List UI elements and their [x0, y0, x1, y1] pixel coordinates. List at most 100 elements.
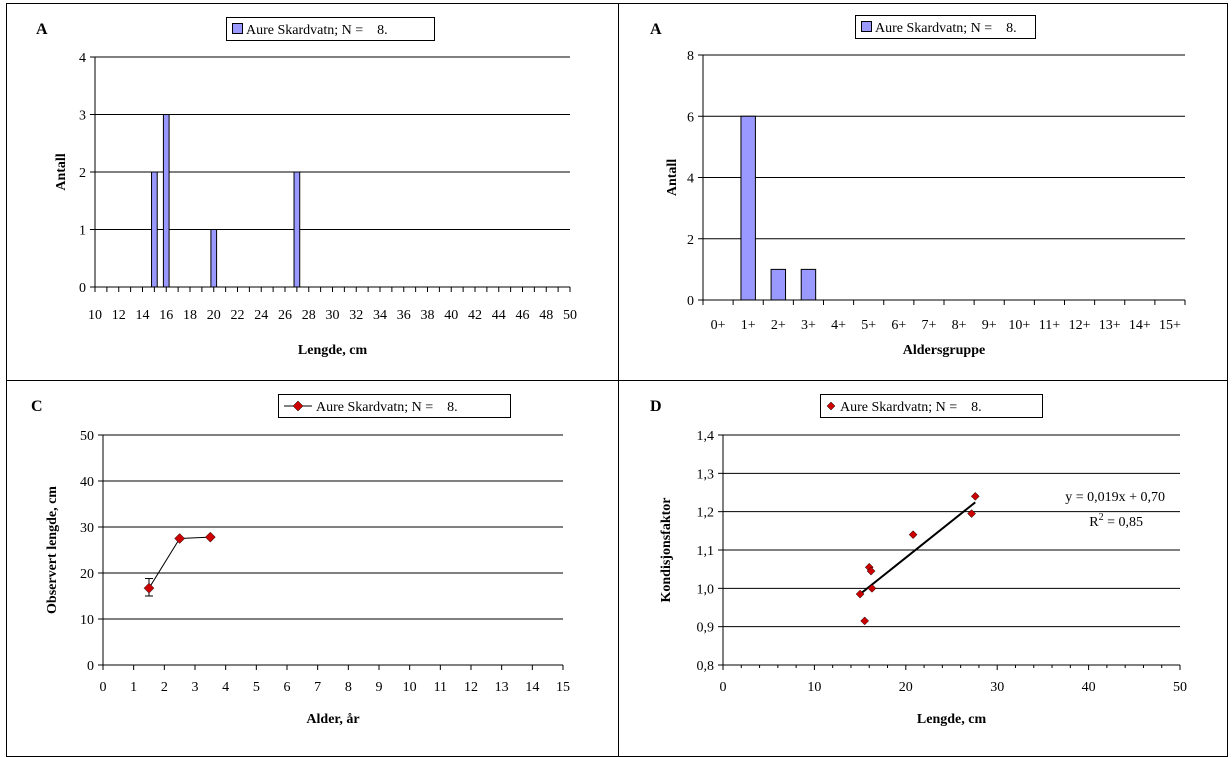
series — [143, 531, 216, 597]
y-tick-label: 6 — [687, 110, 694, 125]
x-tick-label: 36 — [397, 308, 411, 323]
x-tick-label: 0 — [720, 680, 727, 695]
x-tick-label: 2 — [161, 680, 168, 695]
bar — [162, 114, 170, 288]
legend-label: Aure Skardvatn; N = 8. — [840, 400, 982, 415]
x-tick-label: 10+ — [1008, 318, 1030, 333]
x-tick-label: 4 — [222, 680, 229, 695]
panel-label: C — [31, 398, 43, 415]
bar — [740, 115, 756, 301]
y-tick-label: 40 — [80, 475, 94, 490]
x-tick-label: 10 — [88, 308, 102, 323]
y-tick-label: 0,9 — [697, 621, 715, 636]
data-point — [860, 616, 870, 626]
x-tick-label: 10 — [807, 680, 821, 695]
x-tick-label: 28 — [302, 308, 316, 323]
y-tick-label: 3 — [79, 109, 86, 124]
legend-label: Aure Skardvatn; N = 8. — [316, 400, 458, 415]
y-tick-label: 0 — [687, 294, 694, 309]
y-tick-label: 2 — [79, 166, 86, 181]
x-tick-label: 34 — [373, 308, 387, 323]
legend: Aure Skardvatn; N = 8. — [226, 17, 435, 41]
x-tick-label: 7+ — [921, 318, 936, 333]
y-tick-label: 1 — [79, 224, 86, 239]
x-tick-label: 1+ — [741, 318, 756, 333]
legend-label: Aure Skardvatn; N = 8. — [246, 23, 388, 38]
x-tick-label: 14 — [525, 680, 539, 695]
legend: Aure Skardvatn; N = 8. — [820, 394, 1043, 418]
x-axis: 0+ 1+ 2+ 3+ 4+ 5+ 6+ 7+ 8+ 9+ 10+ 11+ 12+ 13+ 14+ 15+ — [702, 299, 1186, 333]
x-tick-label: 14+ — [1129, 318, 1151, 333]
bar — [770, 268, 787, 301]
legend-marker — [826, 401, 836, 411]
panel-label: A — [650, 21, 662, 38]
x-tick-label: 3 — [192, 680, 199, 695]
legend-label: Aure Skardvatn; N = 8. — [875, 21, 1017, 36]
series-line — [148, 536, 211, 589]
x-tick-label: 8 — [345, 680, 352, 695]
x-tick-label: 40 — [1082, 680, 1096, 695]
x-axis-title: Aldersgruppe — [903, 343, 985, 358]
panel-condition-factor: D Aure Skardvatn; N = 8. 0,8 0,9 1,0 1,1 1,2 1,… — [650, 394, 1187, 727]
y-axis: 0 10 20 30 40 50 — [80, 429, 563, 674]
x-tick-label: 24 — [254, 308, 268, 323]
y-tick-label: 20 — [80, 567, 94, 582]
x-tick-label: 12+ — [1069, 318, 1091, 333]
y-tick-label: 1,1 — [697, 544, 715, 559]
x-tick-label: 16 — [159, 308, 173, 323]
x-tick-label: 22 — [231, 308, 245, 323]
x-tick-label: 30 — [990, 680, 1004, 695]
legend-swatch — [232, 23, 243, 34]
y-axis: 0 1 2 3 4 — [79, 51, 570, 296]
x-axis-title: Lengde, cm — [298, 343, 368, 358]
x-tick-label: 2+ — [771, 318, 786, 333]
y-tick-label: 0,8 — [697, 659, 715, 674]
x-tick-label: 40 — [444, 308, 458, 323]
x-tick-label: 13+ — [1099, 318, 1121, 333]
x-tick-label: 20 — [207, 308, 221, 323]
legend-box — [820, 394, 1043, 418]
y-axis-title: Antall — [54, 153, 69, 190]
data-point — [143, 582, 155, 594]
bar — [151, 171, 158, 288]
x-tick-label: 20 — [899, 680, 913, 695]
y-axis-title: Antall — [665, 159, 680, 196]
x-tick-label: 5+ — [861, 318, 876, 333]
x-axis-title: Lengde, cm — [917, 712, 987, 727]
y-tick-label: 8 — [687, 49, 694, 64]
x-tick-label: 18 — [183, 308, 197, 323]
x-tick-label: 0+ — [711, 318, 726, 333]
y-tick-label: 2 — [687, 233, 694, 248]
bar — [210, 229, 218, 288]
y-tick-label: 0 — [87, 659, 94, 674]
x-tick-label: 11 — [434, 680, 447, 695]
regression-annotation: y = 0,019x + 0,70 R2 = 0,85 — [1065, 490, 1165, 530]
x-tick-label: 6+ — [891, 318, 906, 333]
y-tick-label: 4 — [79, 51, 86, 66]
legend: Aure Skardvatn; N = 8. — [278, 394, 511, 418]
x-axis: 10 12 14 16 18 20 22 24 26 28 30 32 34 36 38 40 42 44 46 48… — [88, 286, 577, 323]
series — [855, 491, 980, 626]
y-tick-label: 1,3 — [697, 467, 715, 482]
y-axis-title: Observert lengde, cm — [45, 486, 60, 614]
legend-box — [855, 15, 1036, 39]
x-tick-label: 42 — [468, 308, 482, 323]
panel-label: A — [36, 21, 48, 38]
x-tick-label: 4+ — [831, 318, 846, 333]
x-tick-label: 6 — [284, 680, 291, 695]
y-axis-title: Kondisjonsfaktor — [659, 497, 674, 602]
x-axis-title: Alder, år — [306, 712, 359, 727]
legend-swatch — [861, 21, 872, 32]
x-tick-label: 15 — [556, 680, 570, 695]
y-tick-label: 50 — [80, 429, 94, 444]
y-axis: 0,8 0,9 1,0 1,1 1,2 1,3 1,4 — [697, 429, 1180, 674]
bars — [740, 115, 817, 301]
x-tick-label: 46 — [516, 308, 530, 323]
data-point — [867, 583, 877, 593]
x-tick-label: 3+ — [801, 318, 816, 333]
data-point — [908, 530, 918, 540]
x-tick-label: 10 — [403, 680, 417, 695]
legend: Aure Skardvatn; N = 8. — [855, 15, 1036, 39]
data-point — [204, 531, 216, 543]
